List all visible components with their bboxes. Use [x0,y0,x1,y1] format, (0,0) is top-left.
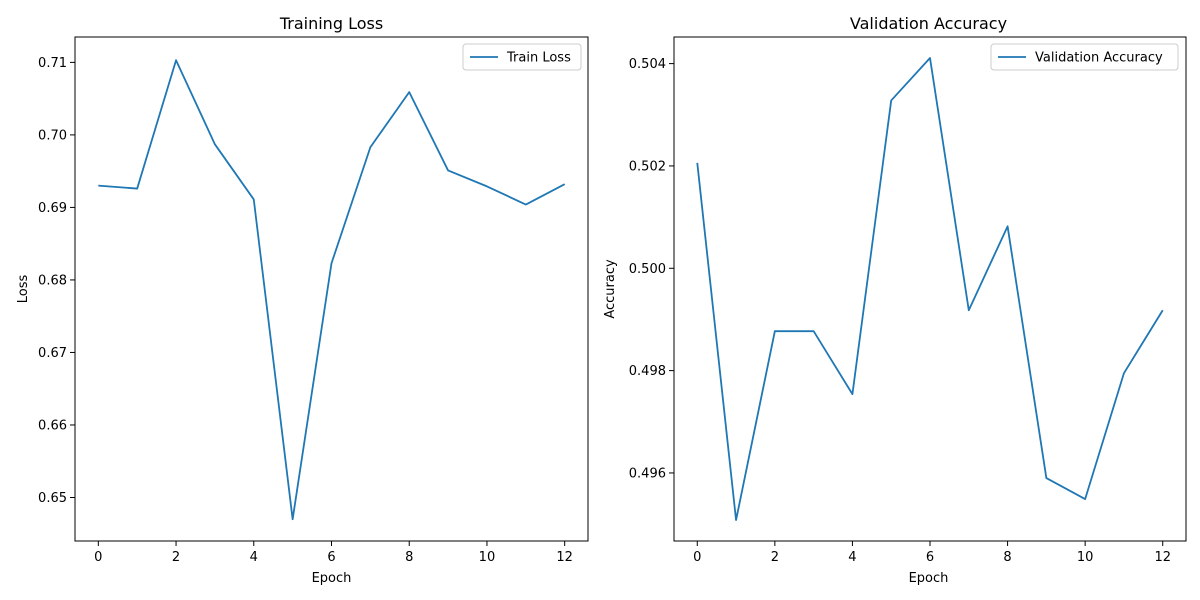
x-tick-label: 6 [327,550,335,565]
x-tick-label: 12 [556,550,573,565]
x-tick-label: 4 [848,550,856,565]
x-tick-label: 10 [479,550,496,565]
plot-area [673,36,1187,542]
y-tick-label: 0.68 [38,273,67,288]
legend-box [462,43,582,71]
y-axis-label: Loss [16,275,31,304]
y-tick-label: 0.67 [38,346,67,361]
x-ticks: 0 2 4 6 8 10 12 [94,541,573,565]
x-tick-label: 0 [693,550,701,565]
x-tick-label: 12 [1154,550,1171,565]
y-tick-label: 0.69 [38,201,67,216]
y-tick-label: 0.500 [629,262,666,277]
x-axis-label: Epoch [909,571,949,586]
legend: Train Loss [462,43,582,71]
x-tick-label: 2 [172,550,180,565]
x-tick-label: 0 [94,550,102,565]
y-tick-label: 0.71 [38,56,67,71]
legend-label: Train Loss [506,51,571,66]
chart-training-loss: Training Loss Epoch Loss 0 2 4 6 8 10 12 0.650… [16,14,589,586]
x-tick-label: 10 [1077,550,1094,565]
plot-area [74,36,589,542]
y-tick-label: 0.65 [38,491,67,506]
series-line [696,57,1164,521]
y-tick-label: 0.66 [38,418,67,433]
legend: Validation Accuracy [990,43,1179,71]
x-tick-label: 6 [926,550,934,565]
x-axis-label: Epoch [312,571,352,586]
y-tick-label: 0.498 [629,364,666,379]
series-line [98,59,566,521]
legend-label: Validation Accuracy [1035,51,1163,66]
y-tick-label: 0.504 [629,57,666,72]
legend-box [990,43,1179,71]
x-tick-label: 8 [405,550,413,565]
chart-title: Validation Accuracy [850,14,1007,33]
y-axis-label: Accuracy [603,259,618,319]
chart-validation-accuracy: Validation Accuracy Epoch Accuracy 0 2 4 6 8… [603,14,1187,586]
x-tick-label: 2 [771,550,779,565]
y-tick-label: 0.502 [629,159,666,174]
x-tick-label: 4 [250,550,258,565]
y-tick-label: 0.496 [629,466,666,481]
x-ticks: 0 2 4 6 8 10 12 [693,541,1171,565]
y-tick-label: 0.70 [38,128,67,143]
y-ticks: 0.65 0.66 0.67 0.68 0.69 0.70 0.71 [38,56,75,506]
y-ticks: 0.496 0.498 0.500 0.502 0.504 [629,57,674,481]
chart-title: Training Loss [279,14,383,33]
x-tick-label: 8 [1003,550,1011,565]
